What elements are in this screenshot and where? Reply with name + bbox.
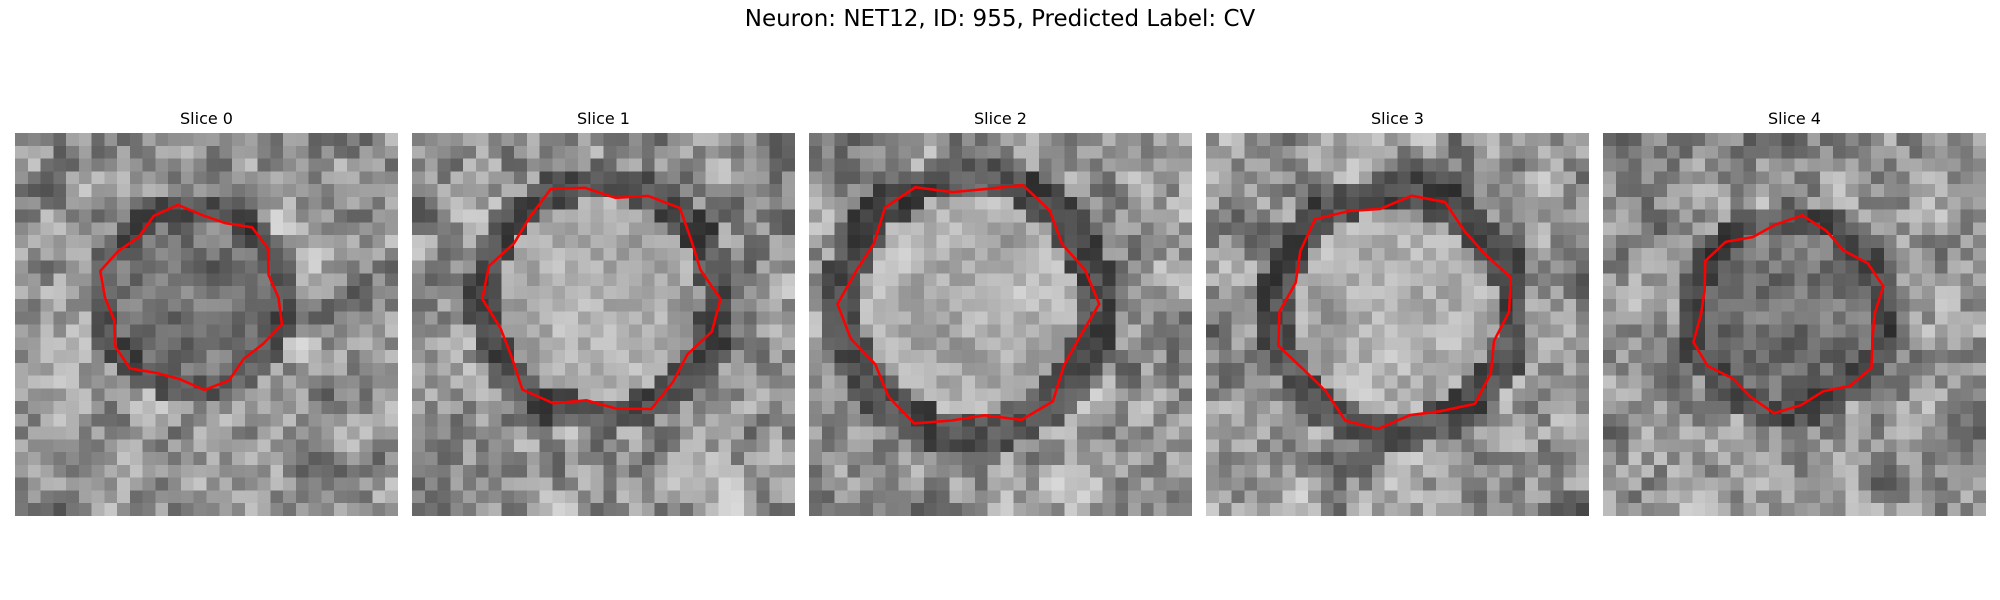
slice-panel-0: Slice 0 (15, 108, 398, 516)
slice-panel-1: Slice 1 (412, 108, 795, 516)
slice-image-4 (1603, 133, 1986, 516)
segmentation-contour (1277, 194, 1513, 431)
segmentation-contour (480, 186, 722, 411)
pixel-grid (1206, 133, 1589, 516)
slice-title: Slice 0 (180, 109, 233, 128)
pixel-grid (809, 133, 1192, 516)
slice-panel-2: Slice 2 (809, 108, 1192, 516)
slice-title: Slice 3 (1371, 109, 1424, 128)
segmentation-contour (1692, 213, 1885, 415)
figure-title: Neuron: NET12, ID: 955, Predicted Label:… (744, 6, 1256, 32)
slice-title: Slice 1 (577, 109, 630, 128)
slice-image-1 (412, 133, 795, 516)
slice-panel-3: Slice 3 (1206, 108, 1589, 516)
segmentation-contour (98, 203, 284, 392)
pixel-grid (15, 133, 398, 516)
pixel-grid (412, 133, 795, 516)
slice-image-0 (15, 133, 398, 516)
segmentation-contour (836, 183, 1101, 425)
slice-title: Slice 4 (1768, 109, 1821, 128)
slice-image-3 (1206, 133, 1589, 516)
slice-title: Slice 2 (974, 109, 1027, 128)
pixel-grid (1603, 133, 1986, 516)
slice-panel-4: Slice 4 (1603, 108, 1986, 516)
slice-image-2 (809, 133, 1192, 516)
